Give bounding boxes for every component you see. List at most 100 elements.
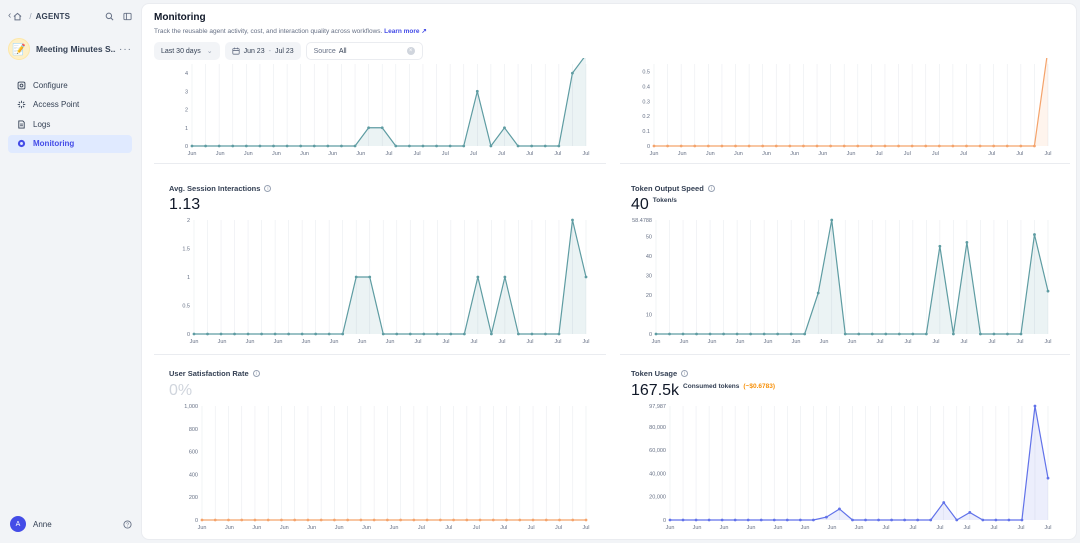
data-point[interactable] bbox=[747, 144, 751, 148]
search-icon[interactable] bbox=[105, 12, 114, 21]
data-point[interactable] bbox=[803, 332, 807, 336]
data-point[interactable] bbox=[326, 144, 330, 148]
data-point[interactable] bbox=[965, 144, 968, 148]
data-point[interactable] bbox=[219, 332, 223, 336]
data-point[interactable] bbox=[910, 144, 914, 148]
data-point[interactable] bbox=[381, 332, 385, 336]
breadcrumb-agents[interactable]: AGENTS bbox=[35, 11, 71, 21]
data-point[interactable] bbox=[1020, 518, 1024, 522]
data-point[interactable] bbox=[856, 144, 860, 148]
data-point[interactable] bbox=[942, 501, 946, 504]
data-point[interactable] bbox=[233, 332, 236, 336]
data-point[interactable] bbox=[968, 511, 972, 514]
data-point[interactable] bbox=[776, 332, 780, 336]
data-point[interactable] bbox=[399, 518, 403, 522]
data-point[interactable] bbox=[816, 291, 820, 295]
data-point[interactable] bbox=[505, 518, 508, 522]
data-point[interactable] bbox=[192, 332, 196, 336]
data-point[interactable] bbox=[341, 332, 345, 336]
sidebar-toggle-icon[interactable] bbox=[123, 12, 132, 21]
data-point[interactable] bbox=[531, 518, 535, 522]
data-point[interactable] bbox=[425, 518, 429, 522]
data-point[interactable] bbox=[761, 144, 765, 148]
data-point[interactable] bbox=[462, 332, 466, 336]
data-point[interactable] bbox=[911, 332, 915, 336]
app-selector[interactable]: 📝 Meeting Minutes S... ··· bbox=[8, 37, 132, 61]
data-point[interactable] bbox=[937, 144, 941, 148]
data-point[interactable] bbox=[720, 144, 724, 148]
data-point[interactable] bbox=[571, 218, 574, 222]
data-point[interactable] bbox=[652, 144, 656, 148]
info-icon[interactable]: i bbox=[707, 185, 715, 192]
data-point[interactable] bbox=[708, 332, 712, 336]
data-point[interactable] bbox=[1033, 404, 1037, 408]
data-point[interactable] bbox=[299, 144, 303, 148]
data-point[interactable] bbox=[333, 518, 336, 522]
data-point[interactable] bbox=[449, 332, 453, 336]
data-point[interactable] bbox=[884, 332, 888, 336]
data-point[interactable] bbox=[306, 518, 310, 522]
data-point[interactable] bbox=[227, 518, 230, 522]
data-point[interactable] bbox=[367, 126, 371, 130]
data-point[interactable] bbox=[491, 518, 495, 522]
data-point[interactable] bbox=[571, 71, 574, 75]
sidebar-item-configure[interactable]: Configure bbox=[8, 76, 132, 94]
data-point[interactable] bbox=[924, 332, 928, 336]
data-point[interactable] bbox=[319, 518, 323, 522]
data-point[interactable] bbox=[955, 518, 959, 522]
data-point[interactable] bbox=[346, 518, 350, 522]
data-point[interactable] bbox=[273, 332, 277, 336]
data-point[interactable] bbox=[815, 144, 819, 148]
data-point[interactable] bbox=[830, 218, 834, 222]
data-point[interactable] bbox=[354, 275, 358, 279]
data-point[interactable] bbox=[981, 518, 985, 522]
data-point[interactable] bbox=[421, 144, 425, 148]
data-point[interactable] bbox=[654, 332, 658, 336]
data-point[interactable] bbox=[857, 332, 861, 336]
data-point[interactable] bbox=[694, 518, 698, 522]
data-point[interactable] bbox=[372, 518, 376, 522]
data-point[interactable] bbox=[789, 332, 793, 336]
data-point[interactable] bbox=[851, 518, 854, 522]
data-point[interactable] bbox=[544, 332, 547, 336]
data-point[interactable] bbox=[707, 518, 711, 522]
data-point[interactable] bbox=[802, 144, 805, 148]
data-point[interactable] bbox=[877, 518, 880, 522]
data-point[interactable] bbox=[734, 144, 737, 148]
info-icon[interactable]: i bbox=[264, 185, 272, 192]
data-point[interactable] bbox=[746, 518, 750, 522]
data-point[interactable] bbox=[883, 144, 887, 148]
data-point[interactable] bbox=[368, 275, 372, 279]
data-point[interactable] bbox=[489, 144, 493, 148]
data-point[interactable] bbox=[772, 518, 776, 522]
data-point[interactable] bbox=[478, 518, 482, 522]
sidebar-item-access-point[interactable]: Access Point bbox=[8, 96, 132, 114]
info-icon[interactable]: i bbox=[252, 370, 260, 377]
period-select[interactable]: Last 30 days ⌄ bbox=[154, 42, 220, 60]
data-point[interactable] bbox=[503, 126, 506, 130]
data-point[interactable] bbox=[253, 518, 257, 522]
data-point[interactable] bbox=[260, 332, 263, 336]
data-point[interactable] bbox=[938, 244, 942, 248]
data-point[interactable] bbox=[448, 144, 452, 148]
data-point[interactable] bbox=[1046, 476, 1050, 480]
data-point[interactable] bbox=[353, 144, 357, 148]
data-point[interactable] bbox=[395, 332, 399, 336]
data-point[interactable] bbox=[897, 144, 900, 148]
data-point[interactable] bbox=[693, 144, 697, 148]
data-point[interactable] bbox=[584, 275, 588, 279]
source-filter[interactable]: Source All × bbox=[305, 42, 423, 60]
data-point[interactable] bbox=[544, 518, 548, 522]
data-point[interactable] bbox=[1019, 332, 1023, 336]
data-point[interactable] bbox=[774, 144, 778, 148]
data-point[interactable] bbox=[200, 518, 204, 522]
data-point[interactable] bbox=[994, 518, 998, 522]
data-point[interactable] bbox=[380, 126, 384, 130]
data-point[interactable] bbox=[385, 518, 389, 522]
data-point[interactable] bbox=[285, 144, 289, 148]
data-point[interactable] bbox=[720, 518, 724, 522]
data-point[interactable] bbox=[1046, 289, 1050, 293]
data-point[interactable] bbox=[213, 518, 217, 522]
data-point[interactable] bbox=[1019, 144, 1023, 148]
data-point[interactable] bbox=[543, 144, 547, 148]
